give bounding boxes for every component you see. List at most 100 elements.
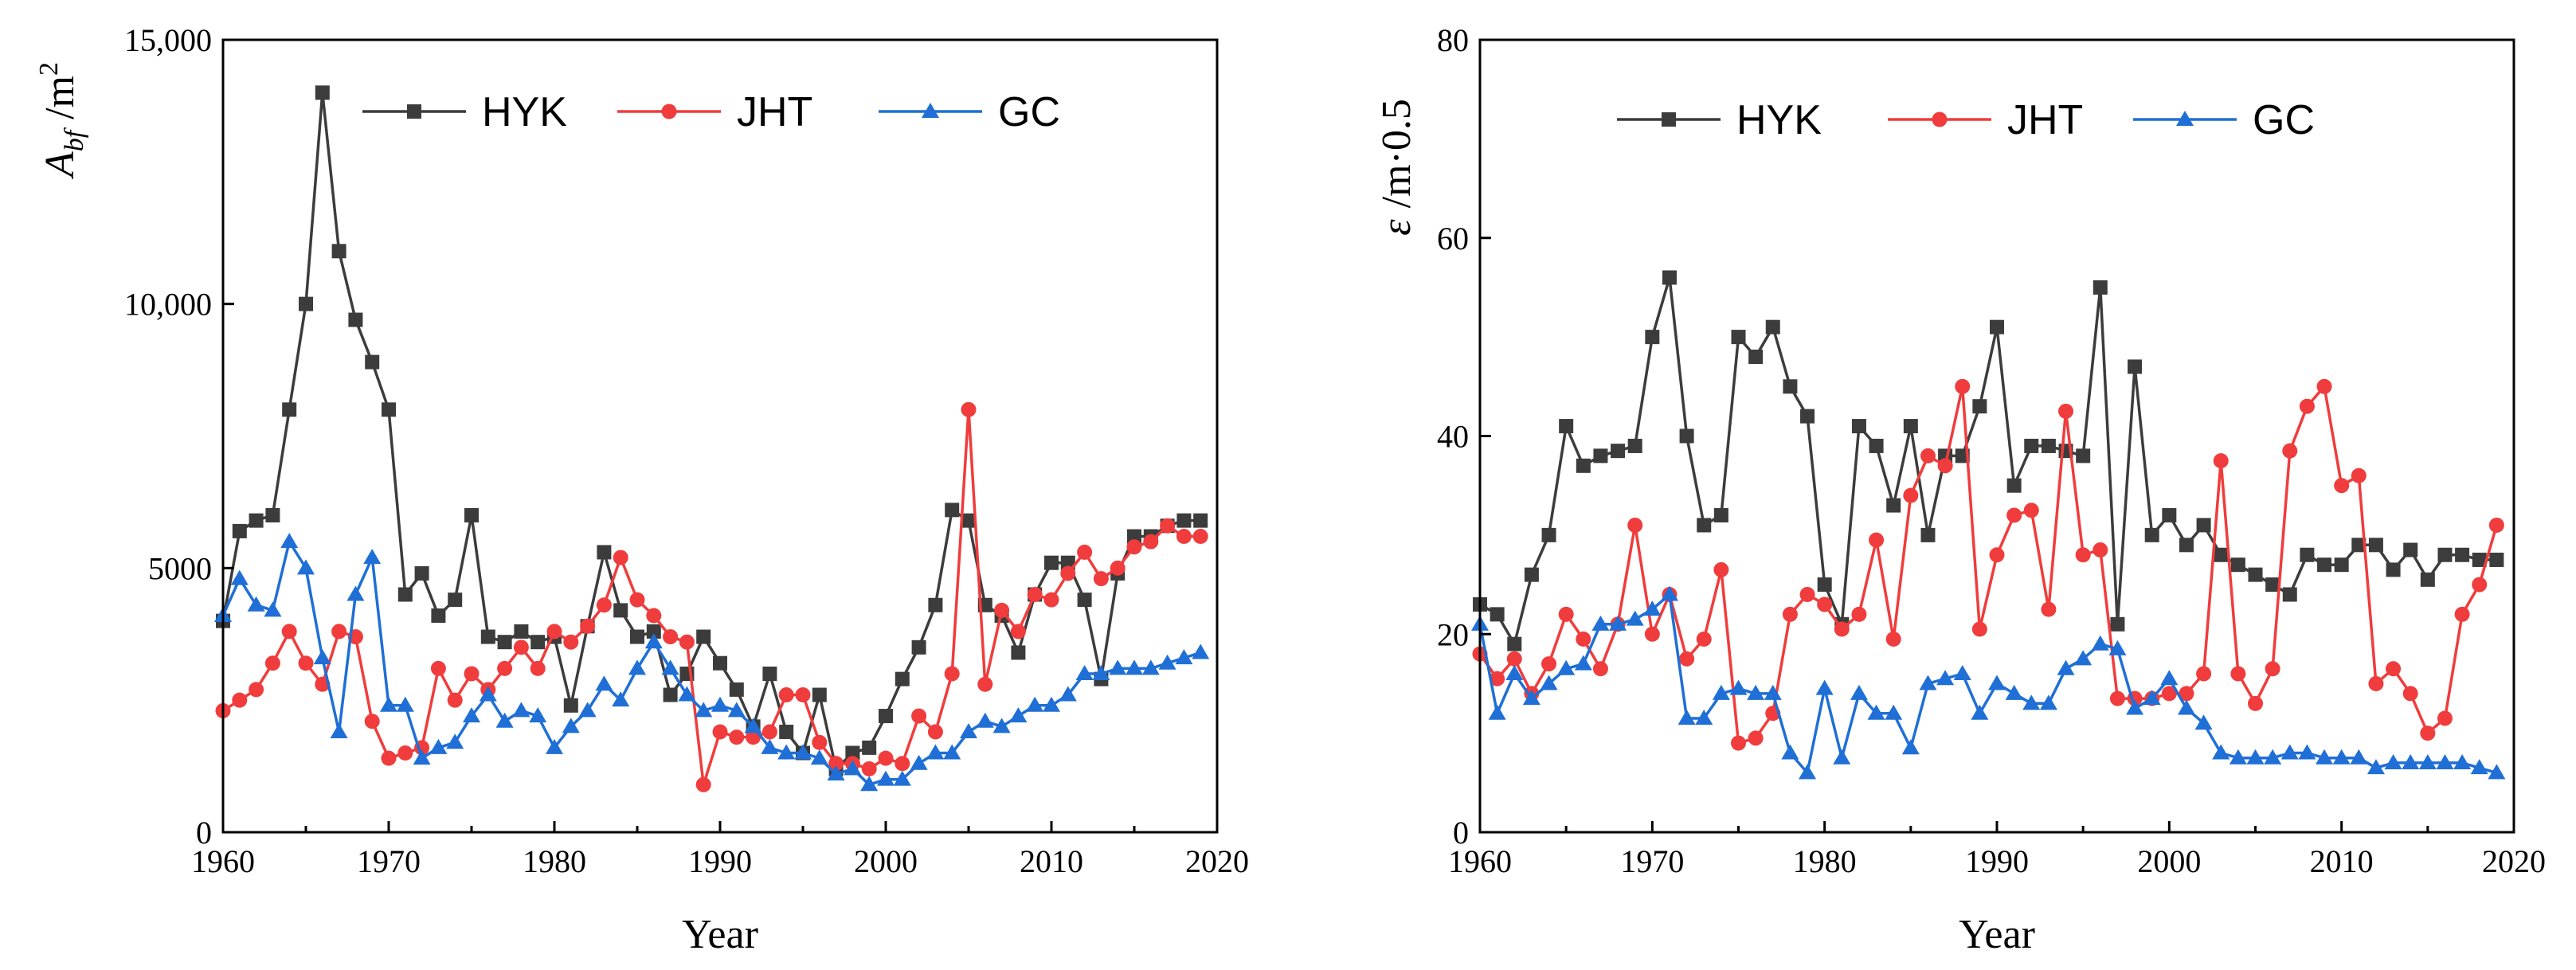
data-point-hyk-1986: [1920, 527, 1936, 542]
data-point-hyk-1974: [448, 593, 463, 608]
data-point-jht-2019: [2488, 517, 2504, 533]
data-point-hyk-2005: [961, 513, 976, 528]
data-point-hyk-1961: [232, 523, 247, 538]
data-point-hyk-1963: [1524, 567, 1539, 582]
data-point-hyk-1976: [1748, 350, 1764, 364]
data-point-jht-1989: [1971, 621, 1987, 637]
data-point-gc-2017: [2453, 753, 2472, 769]
data-point-jht-1964: [1541, 656, 1557, 672]
data-point-hyk-1961: [1490, 607, 1505, 622]
data-point-jht-2008: [2299, 398, 2315, 414]
data-point-hyk-1963: [265, 508, 280, 522]
data-point-gc-1998: [2126, 699, 2144, 715]
data-point-hyk-2003: [928, 597, 943, 612]
data-point-jht-1970: [1644, 626, 1660, 642]
data-point-gc-1984: [612, 691, 630, 707]
data-point-gc-1994: [2057, 659, 2075, 675]
data-point-hyk-1964: [282, 402, 297, 417]
data-point-gc-2016: [2436, 753, 2454, 769]
data-point-gc-2006: [976, 712, 994, 728]
data-point-jht-1991: [729, 729, 745, 745]
data-point-gc-2000: [2160, 670, 2179, 686]
data-point-jht-1986: [1920, 448, 1936, 463]
data-point-jht-1997: [2109, 690, 2125, 706]
data-point-hyk-1979: [1800, 409, 1815, 424]
x-tick-label-1980: 1980: [1793, 843, 1857, 879]
data-point-hyk-1990: [713, 655, 727, 671]
data-point-gc-2005: [960, 722, 977, 738]
x-tick-label-1960: 1960: [191, 843, 255, 879]
data-point-gc-1990: [1988, 675, 2006, 690]
data-point-jht-1989: [695, 776, 711, 792]
data-point-hyk-1971: [397, 587, 413, 602]
data-point-gc-1971: [396, 696, 414, 712]
data-point-jht-1965: [298, 655, 314, 671]
data-point-hyk-1965: [1559, 419, 1574, 434]
y-axis-label-right-unit: /m·0.5: [1374, 99, 1419, 208]
data-point-gc-2012: [2367, 759, 2385, 775]
data-point-jht-1962: [249, 682, 264, 698]
data-point-hyk-1973: [1697, 518, 1712, 533]
data-point-hyk-1991: [729, 682, 744, 697]
data-point-hyk-1975: [1731, 330, 1746, 345]
data-point-gc-1963: [264, 601, 282, 617]
data-point-gc-2003: [2212, 744, 2230, 760]
data-point-hyk-1970: [1645, 330, 1660, 345]
data-point-hyk-2014: [2403, 542, 2418, 557]
data-point-hyk-2018: [1176, 513, 1192, 528]
data-point-hyk-1966: [1576, 458, 1591, 473]
data-point-jht-1979: [530, 660, 546, 676]
legend-marker-gc: [922, 103, 939, 118]
data-point-gc-2014: [2402, 753, 2420, 769]
data-point-gc-1977: [495, 712, 514, 728]
data-point-hyk-1985: [1903, 419, 1918, 434]
data-point-gc-1980: [1815, 679, 1834, 695]
data-point-jht-2018: [2472, 577, 2488, 593]
data-point-gc-1973: [1695, 709, 1713, 725]
data-point-jht-2010: [1043, 592, 1059, 608]
data-point-jht-2010: [2334, 478, 2350, 494]
y-axis-label-left-sup: 2: [34, 62, 64, 76]
data-point-hyk-2015: [1127, 529, 1141, 544]
data-point-gc-2001: [2177, 699, 2195, 715]
data-point-gc-1962: [247, 596, 265, 612]
x-tick-label-2000: 2000: [854, 843, 918, 879]
data-point-gc-2013: [2384, 753, 2402, 769]
data-point-jht-1996: [812, 734, 828, 750]
data-point-jht-2016: [2437, 710, 2453, 726]
legend-item-hyk: HYK: [362, 89, 567, 135]
data-point-hyk-1984: [613, 603, 628, 618]
data-point-jht-1981: [563, 634, 579, 650]
data-point-gc-1996: [2091, 635, 2109, 651]
y-tick-label-80: 80: [1437, 22, 1469, 58]
data-point-jht-1964: [281, 624, 297, 639]
data-point-hyk-2007: [2282, 587, 2297, 602]
data-point-jht-1977: [497, 660, 513, 676]
data-point-gc-1972: [1678, 709, 1696, 725]
data-point-gc-1983: [1867, 704, 1885, 720]
data-point-gc-1972: [413, 749, 431, 765]
data-point-gc-1987: [1936, 670, 1955, 686]
data-point-hyk-1989: [696, 629, 711, 644]
data-point-hyk-2005: [2248, 567, 2263, 582]
data-point-gc-1963: [1522, 690, 1541, 706]
data-point-hyk-1974: [1713, 508, 1728, 522]
data-point-jht-2015: [2420, 726, 2436, 741]
data-point-jht-1965: [1558, 606, 1574, 622]
data-point-jht-2000: [2161, 686, 2177, 702]
data-point-gc-1979: [529, 707, 547, 723]
data-point-hyk-1998: [2128, 359, 2143, 374]
data-point-gc-1964: [280, 533, 299, 549]
y-tick-label-0: 0: [196, 815, 212, 851]
data-point-jht-2008: [1010, 624, 1026, 639]
legend-label-jht: JHT: [2007, 97, 2083, 143]
data-point-gc-1965: [1557, 659, 1576, 675]
data-point-jht-2003: [2213, 453, 2229, 469]
data-point-gc-2014: [1109, 659, 1127, 675]
data-point-jht-1962: [1506, 651, 1522, 667]
data-point-hyk-2002: [2196, 518, 2211, 533]
data-point-hyk-1986: [646, 624, 661, 639]
x-tick-label-1990: 1990: [688, 843, 752, 879]
data-point-jht-1978: [513, 639, 529, 655]
legend-marker-hyk: [1662, 112, 1676, 127]
